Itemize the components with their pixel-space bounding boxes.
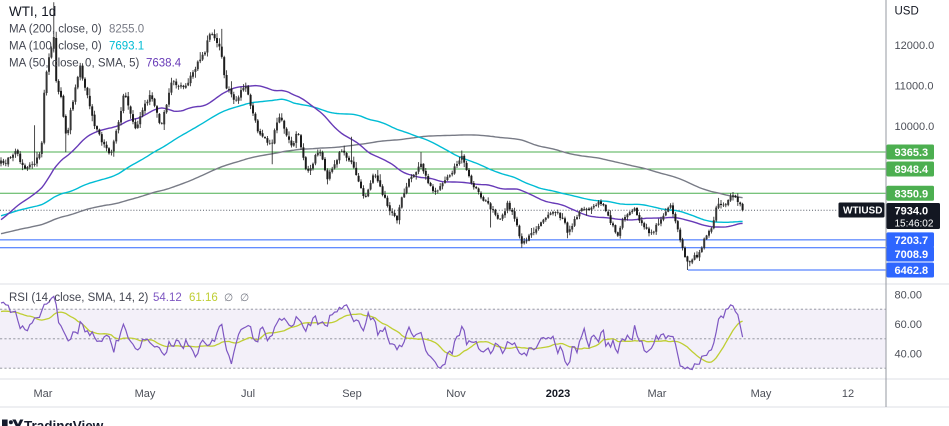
svg-text:Jul: Jul <box>241 388 255 400</box>
svg-text:12000.0: 12000.0 <box>895 40 935 52</box>
svg-text:MA (200, close, 0)8255.0: MA (200, close, 0) 8255.0 <box>9 24 144 36</box>
svg-text:WTIUSD: WTIUSD <box>843 206 882 217</box>
svg-text:80.00: 80.00 <box>895 290 923 302</box>
svg-text:2023: 2023 <box>546 388 570 400</box>
svg-text:Sep: Sep <box>342 388 362 400</box>
svg-text:7008.9: 7008.9 <box>895 249 929 261</box>
svg-text:May: May <box>751 388 772 400</box>
svg-text:Mar: Mar <box>648 388 667 400</box>
svg-text:RSI (14, close, SMA, 14, 2)54.: RSI (14, close, SMA, 14, 2) 54.12 61.16 ∅ ∅ <box>9 292 249 304</box>
svg-text:Mar: Mar <box>34 388 53 400</box>
svg-text:10000.0: 10000.0 <box>895 121 935 133</box>
svg-text:TradingView: TradingView <box>24 419 104 426</box>
svg-text:6462.8: 6462.8 <box>895 265 929 277</box>
svg-text:40.00: 40.00 <box>895 349 923 361</box>
svg-text:7203.7: 7203.7 <box>895 235 929 247</box>
svg-text:Nov: Nov <box>446 388 466 400</box>
svg-text:15:46:02: 15:46:02 <box>895 219 934 230</box>
svg-text:8948.4: 8948.4 <box>895 164 930 176</box>
svg-text:8350.9: 8350.9 <box>895 188 929 200</box>
svg-text:11000.0: 11000.0 <box>895 81 934 93</box>
svg-text:WTI, 1d: WTI, 1d <box>9 4 56 19</box>
svg-text:9365.3: 9365.3 <box>895 147 929 159</box>
svg-text:MA (100, close, 0)7693.1: MA (100, close, 0) 7693.1 <box>9 41 144 53</box>
svg-text:USD: USD <box>895 6 919 18</box>
svg-text:7934.0: 7934.0 <box>895 206 929 218</box>
svg-text:12: 12 <box>842 388 854 400</box>
svg-text:MA (50, close, 0, SMA, 5)7638.: MA (50, close, 0, SMA, 5) 7638.4 <box>9 58 182 70</box>
svg-text:60.00: 60.00 <box>895 319 923 331</box>
svg-text:May: May <box>135 388 156 400</box>
